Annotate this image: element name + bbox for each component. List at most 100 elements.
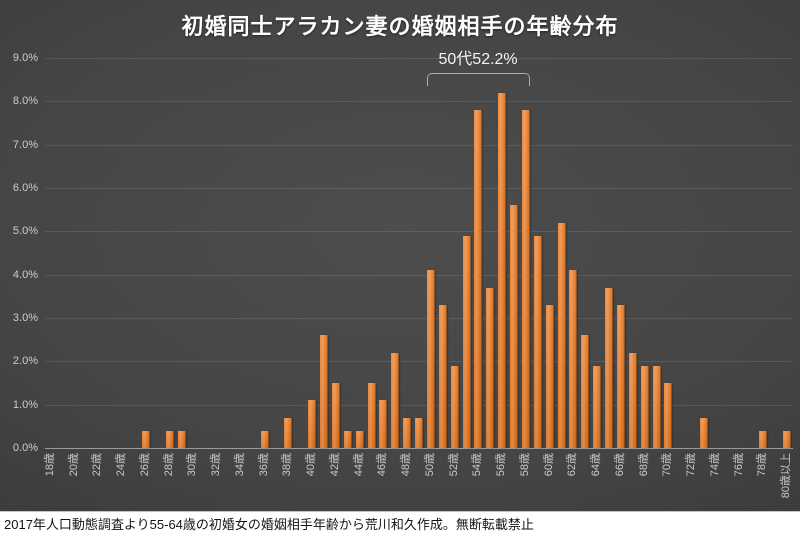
- x-axis-tick-text: 72歳: [685, 453, 698, 477]
- bar: [260, 430, 269, 448]
- x-axis-tick-text: 58歳: [518, 453, 531, 477]
- chart-title: 初婚同士アラカン妻の婚姻相手の年齢分布: [181, 14, 619, 39]
- bar-slot: 56歳: [495, 58, 508, 476]
- x-axis-tick-text: 28歳: [162, 453, 175, 477]
- x-axis-tick-label: 76歳: [733, 453, 756, 476]
- x-axis-tick-label: 70歳: [661, 453, 684, 476]
- x-axis-tick-text: 70歳: [661, 453, 674, 477]
- y-axis-tick-label: 1.0%: [12, 398, 38, 411]
- bar: [165, 430, 174, 448]
- x-axis-tick-label: 50歳: [424, 453, 447, 476]
- gridline: [45, 144, 793, 146]
- bar-slot: 40歳: [305, 58, 318, 476]
- bar-slot: [152, 58, 164, 448]
- bar: [581, 335, 590, 448]
- x-axis-tick-label: 52歳: [448, 453, 471, 476]
- x-axis-tick-label: 78歳: [756, 453, 779, 476]
- x-axis-tick-text: 80歳以上: [780, 453, 793, 499]
- bar-slot: [674, 58, 686, 448]
- bar-slot: [603, 58, 615, 448]
- bar: [628, 352, 637, 448]
- x-axis-tick-text: 22歳: [91, 453, 104, 477]
- bar-slot: [223, 58, 235, 448]
- bar-slot: 62歳: [566, 58, 580, 476]
- plot-area: 18歳 20歳 22歳 24歳 26歳 28歳 30歳 32歳 34歳 36歳 38歳 40歳 42歳 4…: [44, 51, 793, 498]
- y-axis-tick-label: 7.0%: [12, 138, 38, 151]
- bar-slot: [389, 58, 401, 448]
- bar: [415, 417, 424, 448]
- x-axis-tick-label: 40歳: [305, 453, 328, 476]
- gridline: [45, 231, 793, 233]
- bar: [510, 205, 519, 448]
- bar: [343, 430, 352, 448]
- bar: [569, 270, 578, 448]
- bar-slot: 58歳: [519, 58, 532, 476]
- x-axis-tick-label: 28歳: [163, 453, 186, 476]
- x-axis-tick-text: 18歳: [43, 453, 56, 477]
- bar-slot: 68歳: [638, 58, 651, 476]
- x-axis-tick-label: 60歳: [543, 453, 566, 476]
- bar-slot: 28歳: [163, 58, 176, 476]
- x-axis-tick-label: 30歳: [186, 453, 209, 476]
- bar: [664, 383, 673, 448]
- x-axis-tick-label: 18歳: [44, 453, 67, 476]
- x-axis-tick-text: 52歳: [447, 453, 460, 477]
- bar-slot: 76歳: [733, 58, 746, 476]
- x-axis-tick-text: 66歳: [613, 453, 626, 477]
- bar: [521, 110, 530, 448]
- x-axis-tick-text: 60歳: [542, 453, 555, 477]
- y-axis-tick-label: 8.0%: [12, 95, 38, 108]
- bar: [486, 287, 495, 448]
- bar-slot: 22歳: [91, 58, 105, 476]
- x-axis-tick-label: 26歳: [139, 453, 162, 476]
- bar: [593, 365, 602, 448]
- x-axis-tick-label: 74歳: [709, 453, 732, 476]
- x-axis-tick-text: 46歳: [376, 453, 389, 477]
- bar-slot: 34歳: [234, 58, 247, 476]
- bar: [391, 352, 400, 448]
- x-axis-tick-text: 74歳: [708, 453, 721, 477]
- x-axis-tick-label: 80歳以上: [780, 453, 800, 498]
- bar-slot: [413, 58, 425, 448]
- bar-slot: [318, 58, 330, 448]
- bar: [474, 110, 483, 448]
- gridline: [45, 101, 793, 103]
- bar: [426, 270, 435, 448]
- x-axis-tick-text: 32歳: [210, 453, 223, 477]
- bar-slot: [484, 58, 496, 448]
- bar-slot: [556, 58, 568, 448]
- bar-slot: 36歳: [258, 58, 271, 476]
- bar-slot: 80歳以上: [780, 58, 793, 498]
- bar: [533, 235, 542, 448]
- bar-slot: [366, 58, 378, 448]
- bar: [308, 400, 317, 448]
- bar-slot: [294, 58, 306, 448]
- bar-slot: [627, 58, 639, 448]
- bar-slot: [176, 58, 188, 448]
- bar: [462, 235, 471, 448]
- bar-slot: 64歳: [590, 58, 603, 476]
- x-axis-tick-label: 22歳: [91, 453, 114, 476]
- bar-slot: 78歳: [756, 58, 770, 476]
- gridline: [45, 274, 793, 276]
- bar-slot: 48歳: [400, 58, 413, 476]
- bar-slot: [651, 58, 663, 448]
- bar-slot: 46歳: [376, 58, 390, 476]
- bar-slot: [769, 58, 781, 448]
- x-axis-tick-text: 30歳: [186, 453, 199, 477]
- x-axis-tick-label: 72歳: [685, 453, 708, 476]
- bar-slot: 42歳: [329, 58, 342, 476]
- bar-slot: 32歳: [210, 58, 223, 476]
- y-axis-tick-label: 6.0%: [12, 182, 38, 194]
- bar-slot: 74歳: [709, 58, 722, 476]
- bar: [177, 430, 186, 448]
- x-axis-tick-text: 20歳: [67, 453, 80, 477]
- bar: [616, 305, 625, 448]
- x-axis-tick-label: 46歳: [376, 453, 399, 476]
- bar-slot: [461, 58, 473, 448]
- gridline: [45, 188, 793, 189]
- bar-slot: 72歳: [685, 58, 698, 476]
- x-axis-tick-text: 76歳: [732, 453, 745, 477]
- x-axis-tick-text: 26歳: [138, 453, 151, 477]
- bar-slot: [81, 58, 93, 448]
